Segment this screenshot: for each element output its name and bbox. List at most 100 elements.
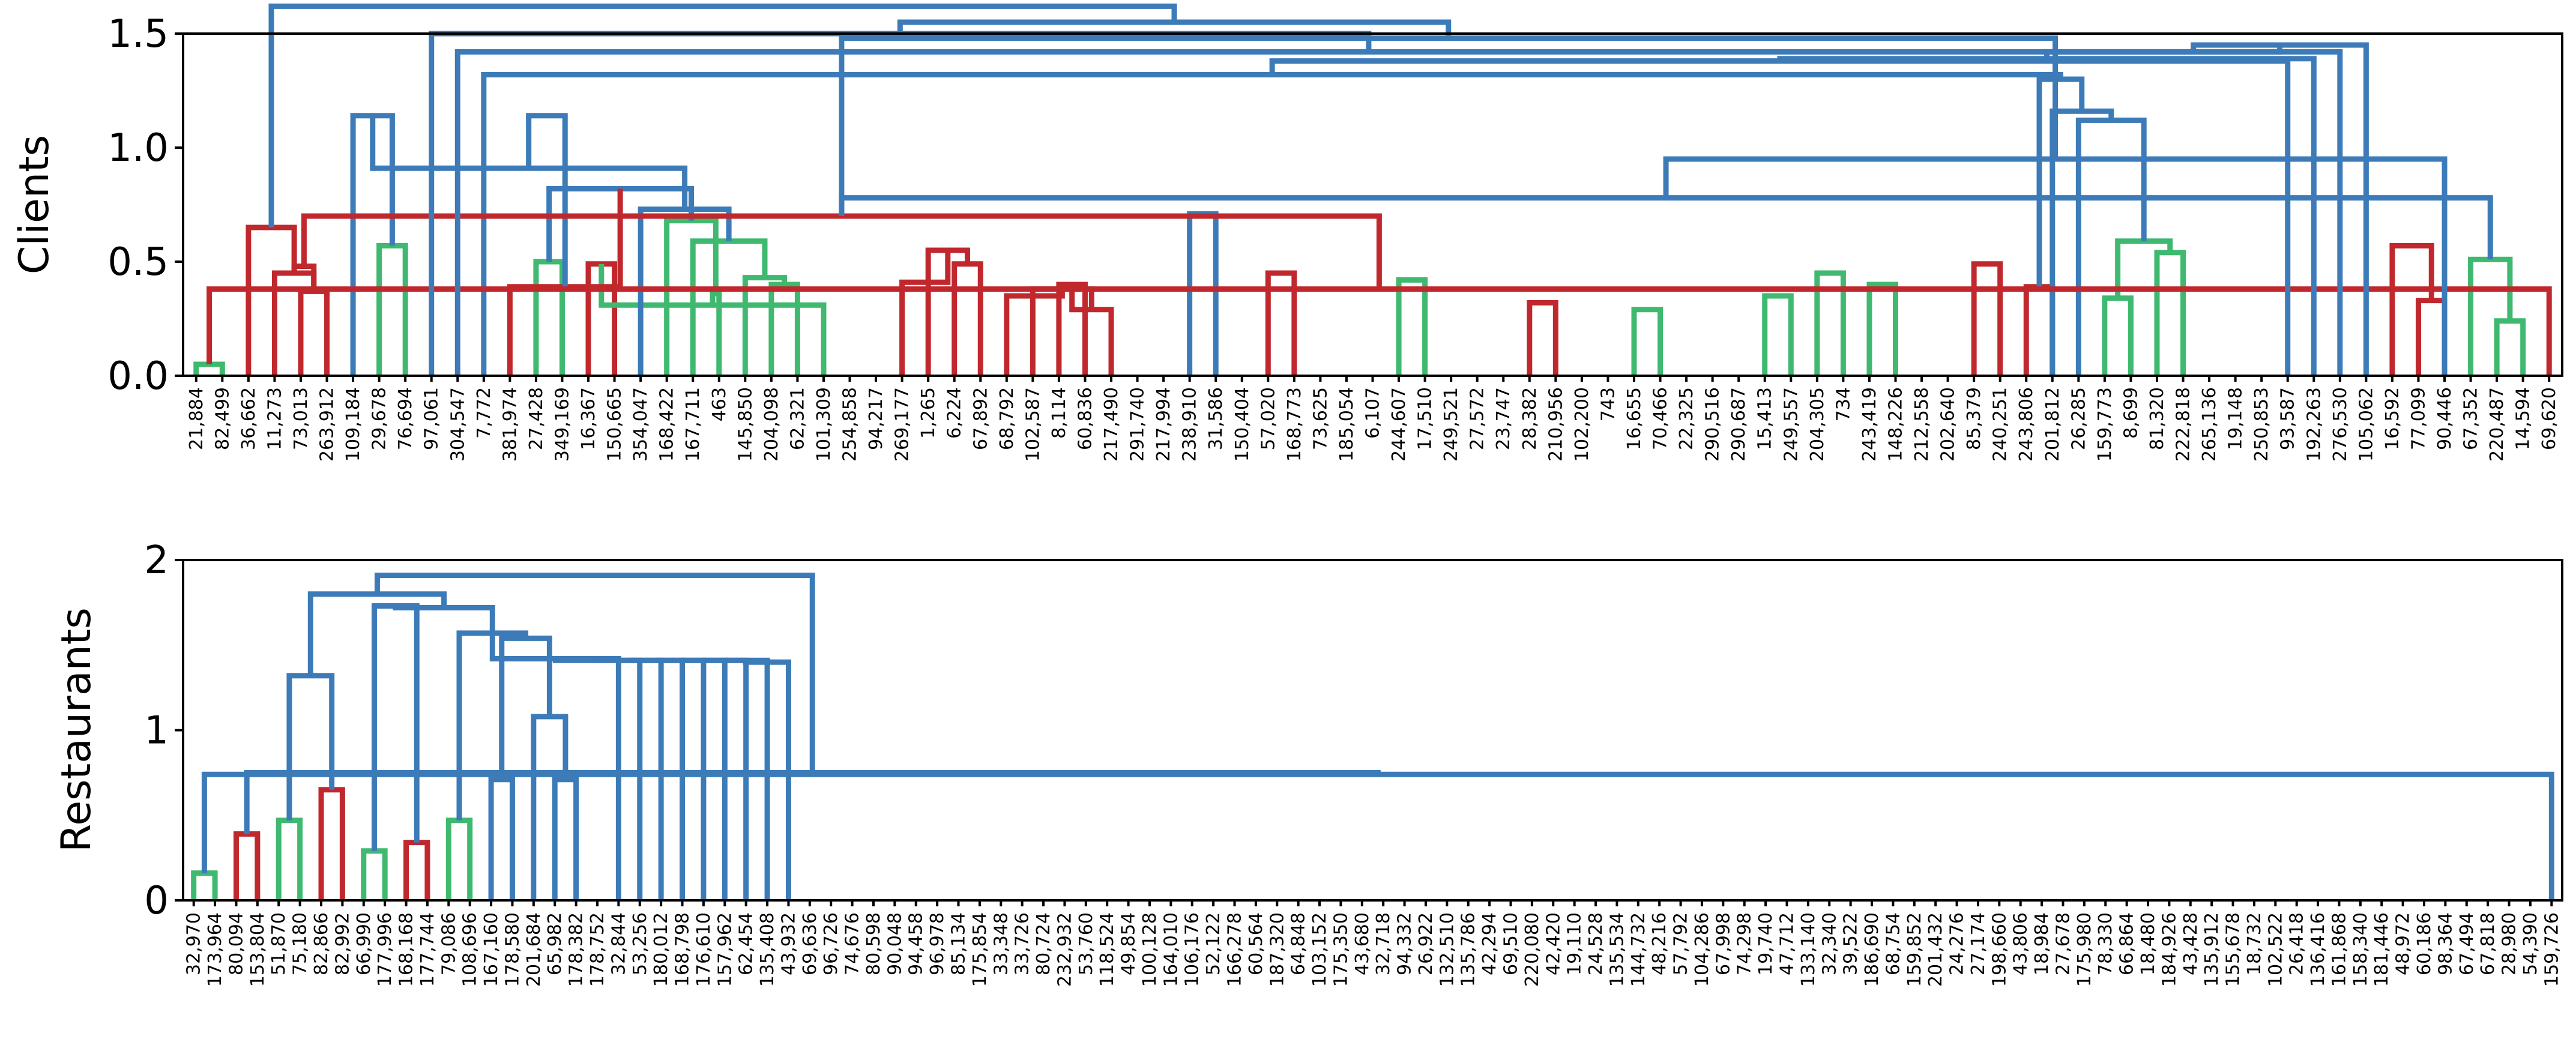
leaf-label: 135,912 [2201, 912, 2222, 987]
link-13 [531, 714, 569, 900]
leaf-label: 155,678 [2223, 912, 2244, 987]
leaf-label: 21,884 [186, 387, 207, 450]
leaf-label: 51,870 [268, 912, 289, 975]
leaf-label: 106,176 [1182, 912, 1203, 987]
link-27 [743, 659, 791, 900]
leaf-label: 135,534 [1606, 912, 1627, 987]
leaf-label: 104,286 [1692, 912, 1713, 987]
leaf-label: 181,446 [2371, 912, 2392, 987]
leaf-label: 178,382 [566, 912, 587, 987]
leaf-label: 222,818 [2173, 387, 2194, 462]
leaf-label: 176,610 [693, 912, 714, 987]
leaf-label: 243,419 [1859, 387, 1880, 462]
leaf-label: 90,446 [2434, 387, 2455, 450]
leaf-label: 175,854 [970, 912, 991, 987]
leaf-label: 57,792 [1671, 912, 1692, 975]
link-61 [2102, 295, 2134, 376]
leaf-label: 250,853 [2251, 387, 2272, 462]
leaf-label: 1,265 [918, 387, 939, 439]
leaf-label: 57,020 [1258, 387, 1279, 450]
leaf-label: 135,786 [1458, 912, 1479, 987]
leaf-label: 19,110 [1564, 912, 1585, 975]
leaf-label: 67,494 [2457, 912, 2478, 975]
leaf-label: 14,594 [2513, 387, 2534, 450]
leaf-label: 145,850 [735, 387, 756, 462]
leaf-label: 349,169 [552, 387, 573, 462]
leaf-label: 175,350 [1330, 912, 1351, 987]
leaf-label: 82,992 [332, 912, 353, 975]
leaf-label: 60,836 [1075, 387, 1096, 450]
leaf-label: 82,499 [212, 387, 233, 450]
leaf-label: 101,309 [813, 387, 834, 462]
leaf-label: 18,984 [2032, 912, 2053, 975]
leaf-label: 185,054 [1336, 387, 1357, 462]
leaf-label: 32,718 [1373, 912, 1394, 975]
leaf-label: 144,732 [1628, 912, 1649, 987]
leaf-label: 212,558 [1911, 387, 1932, 462]
leaf-label: 18,732 [2244, 912, 2265, 975]
leaf-label: 16,655 [1624, 387, 1645, 450]
leaf-label: 276,530 [2330, 387, 2351, 462]
leaf-label: 64,848 [1288, 912, 1309, 975]
leaf-label: 210,956 [1545, 387, 1566, 462]
leaf-label: 52,122 [1203, 912, 1224, 975]
leaf-label: 69,510 [1500, 912, 1521, 975]
leaf-label: 187,320 [1267, 912, 1288, 987]
link-75 [839, 195, 2493, 260]
leaf-label: 80,598 [863, 912, 884, 975]
leaf-label: 96,726 [821, 912, 842, 975]
leaf-label: 166,278 [1225, 912, 1246, 987]
leaf-label: 94,332 [1395, 912, 1416, 975]
leaf-label: 354,047 [630, 387, 651, 462]
leaf-label: 27,174 [1968, 912, 1989, 975]
restaurants-y-axis-label: Restaurants [53, 607, 100, 852]
leaf-label: 23,747 [1493, 387, 1514, 450]
leaf-label: 265,136 [2199, 387, 2220, 462]
leaf-label: 201,684 [523, 912, 544, 987]
leaf-label: 97,061 [421, 387, 442, 450]
leaf-label: 290,516 [1703, 387, 1724, 462]
leaf-label: 19,148 [2225, 387, 2246, 450]
leaf-label: 54,390 [2520, 912, 2541, 975]
link-18 [374, 573, 815, 773]
leaf-label: 263,912 [317, 387, 338, 462]
leaf-label: 105,062 [2356, 387, 2377, 462]
leaf-label: 66,990 [354, 912, 375, 975]
leaf-label: 32,340 [1819, 912, 1840, 975]
leaf-label: 202,640 [1938, 387, 1959, 462]
link-0 [193, 361, 225, 376]
leaf-label: 135,408 [757, 912, 778, 987]
leaf-label: 148,226 [1885, 387, 1906, 462]
leaf-label: 158,340 [2350, 912, 2371, 987]
link-62 [2154, 250, 2186, 376]
leaf-label: 159,852 [1904, 912, 1925, 987]
leaf-label: 85,379 [1964, 387, 1985, 450]
leaf-label: 244,607 [1389, 387, 1410, 462]
leaf-label: 102,200 [1572, 387, 1593, 462]
link-6 [286, 673, 335, 821]
leaf-label: 201,432 [1925, 912, 1946, 987]
link-41 [1866, 282, 1898, 376]
link-85 [268, 3, 1177, 227]
leaf-label: 74,676 [842, 912, 863, 975]
leaf-label: 204,098 [761, 387, 782, 462]
leaf-label: 217,490 [1101, 387, 1122, 462]
leaf-label: 243,806 [2016, 387, 2037, 462]
leaf-label: 78,330 [2095, 912, 2116, 975]
link-9 [371, 603, 420, 851]
leaf-label: 24,528 [1585, 912, 1606, 975]
leaf-label: 102,522 [2265, 912, 2286, 987]
leaf-label: 150,404 [1232, 387, 1253, 462]
leaf-label: 70,466 [1650, 387, 1671, 450]
link-71 [2468, 256, 2513, 376]
restaurants-plot-frame [182, 559, 2563, 902]
leaf-label: 80,094 [226, 912, 247, 975]
leaf-label: 39,522 [1841, 912, 1862, 975]
leaf-label: 48,972 [2393, 912, 2414, 975]
leaf-label: 232,932 [1054, 912, 1075, 987]
leaf-label: 43,932 [778, 912, 799, 975]
y-tick-label: 1.5 [107, 12, 169, 56]
leaf-label: 133,140 [1798, 912, 1819, 987]
link-21 [899, 250, 951, 376]
